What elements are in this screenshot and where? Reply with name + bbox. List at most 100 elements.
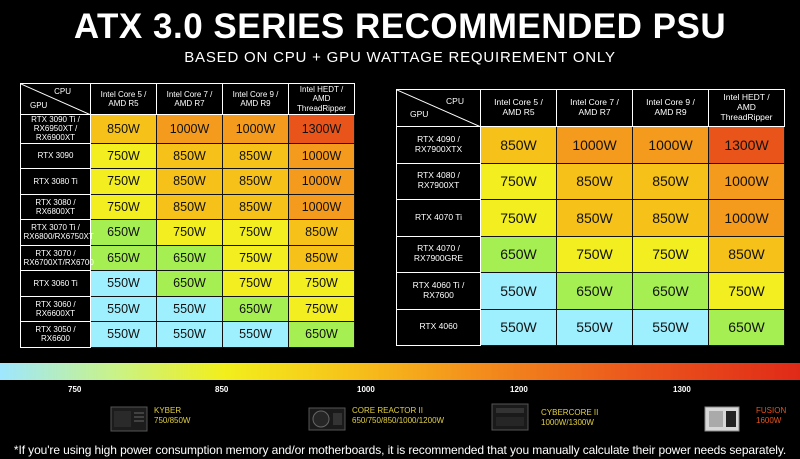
psu-wattage-cell: 850W — [480, 126, 557, 164]
table-row: RTX 3090 750W 850W 850W 1000W — [20, 142, 355, 170]
gpu-row-header: RTX 3080 Ti — [20, 168, 91, 195]
cpu-column-header: Intel HEDT / AMD ThreadRipper — [708, 89, 785, 127]
psu-wattage-cell: 750W — [708, 272, 785, 310]
table-row: RTX 4070 / RX7900GRE 650W 750W 750W 850W — [396, 235, 785, 273]
psu-wattage-cell: 750W — [632, 235, 709, 273]
psu-wattage-cell: 1000W — [288, 168, 355, 195]
psu-wattage-cell: 850W — [222, 193, 289, 221]
table-row: RTX 4090 / RX7900XTX 850W 1000W 1000W 1300W — [396, 126, 785, 164]
product-watts: 750/850W — [154, 416, 191, 425]
psu-wattage-cell: 750W — [90, 168, 157, 195]
psu-wattage-cell: 1000W — [288, 142, 355, 170]
psu-wattage-cell: 550W — [632, 308, 709, 346]
psu-wattage-cell: 550W — [156, 295, 223, 323]
product-name: CYBERCORE II — [541, 408, 599, 417]
psu-unit-icon — [489, 400, 533, 439]
gpu-row-header: RTX 3080 / RX6800XT — [20, 193, 91, 221]
psu-wattage-cell: 1000W — [708, 162, 785, 200]
psu-wattage-cell: 650W — [156, 244, 223, 272]
psu-wattage-cell: 750W — [288, 295, 355, 323]
cpu-axis-label: CPU — [446, 96, 464, 106]
cpu-column-header: Intel Core 9 / AMD R9 — [632, 89, 709, 127]
psu-unit-icon — [702, 402, 746, 441]
scale-tick-1200: 1200 — [510, 385, 528, 394]
psu-wattage-cell: 1300W — [288, 114, 355, 144]
table-row: RTX 3060 / RX6600XT 550W 550W 650W 750W — [20, 295, 355, 323]
psu-wattage-cell: 1000W — [222, 114, 289, 144]
psu-wattage-cell: 650W — [222, 295, 289, 323]
cpu-column-header: Intel HEDT / AMD ThreadRipper — [288, 83, 355, 115]
psu-wattage-cell: 750W — [90, 142, 157, 170]
gpu-row-header: RTX 4090 / RX7900XTX — [396, 126, 481, 164]
scale-tick-750: 750 — [68, 385, 82, 394]
psu-wattage-cell: 850W — [156, 193, 223, 221]
psu-wattage-cell: 750W — [90, 193, 157, 221]
psu-wattage-cell: 850W — [288, 219, 355, 246]
table-row: RTX 3060 Ti 550W 650W 750W 750W — [20, 270, 355, 297]
psu-wattage-cell: 850W — [288, 244, 355, 272]
psu-wattage-cell: 850W — [556, 199, 633, 237]
psu-wattage-cell: 750W — [222, 244, 289, 272]
scale-tick-1300: 1300 — [673, 385, 691, 394]
psu-wattage-cell: 650W — [288, 321, 355, 348]
diagonal-divider — [21, 84, 89, 114]
psu-wattage-cell: 550W — [156, 321, 223, 348]
psu-wattage-cell: 750W — [222, 270, 289, 297]
psu-wattage-cell: 850W — [222, 142, 289, 170]
psu-wattage-cell: 550W — [556, 308, 633, 346]
psu-wattage-cell: 550W — [480, 272, 557, 310]
gpu-row-header: RTX 3070 Ti / RX6800/RX6750XT — [20, 219, 94, 246]
table-row: RTX 4060 550W 550W 550W 650W — [396, 308, 785, 346]
psu-table-rtx40: CPU GPU Intel Core 5 / AMD R5 Intel Core 7 … — [396, 89, 785, 346]
psu-wattage-cell: 650W — [90, 219, 157, 246]
diagonal-divider — [397, 90, 479, 126]
psu-wattage-cell: 750W — [288, 270, 355, 297]
psu-wattage-cell: 650W — [90, 244, 157, 272]
product-name: CORE REACTOR II — [352, 406, 423, 415]
scale-tick-1000: 1000 — [357, 385, 375, 394]
cpu-column-header: Intel Core 7 / AMD R7 — [156, 83, 223, 115]
table-row: RTX 3050 / RX6600 550W 550W 550W 650W — [20, 321, 355, 348]
table-row: RTX 3090 Ti / RX6950XT / RX6900XT 850W 100… — [20, 114, 355, 144]
psu-wattage-cell: 850W — [632, 162, 709, 200]
psu-wattage-cell: 850W — [222, 168, 289, 195]
product-watts: 1600W — [756, 416, 782, 425]
cpu-column-header: Intel Core 7 / AMD R7 — [556, 89, 633, 127]
page-subtitle: BASED ON CPU + GPU WATTAGE REQUIREMENT O… — [184, 49, 616, 66]
table-row: RTX 3080 / RX6800XT 750W 850W 850W 1000W — [20, 193, 355, 221]
psu-wattage-cell: 850W — [156, 142, 223, 170]
psu-wattage-cell: 750W — [156, 219, 223, 246]
table-corner-header: CPU GPU — [20, 83, 91, 115]
footnote: *If you're using high power consumption … — [13, 443, 787, 457]
psu-wattage-cell: 1000W — [156, 114, 223, 144]
cpu-column-header: Intel Core 9 / AMD R9 — [222, 83, 289, 115]
psu-wattage-cell: 550W — [90, 270, 157, 297]
psu-wattage-cell: 650W — [632, 272, 709, 310]
product-name: FUSION — [756, 406, 787, 415]
cpu-axis-label: CPU — [54, 87, 71, 96]
psu-wattage-cell: 550W — [480, 308, 557, 346]
psu-wattage-cell: 850W — [708, 235, 785, 273]
psu-wattage-cell: 650W — [480, 235, 557, 273]
scale-tick-850: 850 — [215, 385, 229, 394]
table-row: RTX 3080 Ti 750W 850W 850W 1000W — [20, 168, 355, 195]
wattage-gradient-bar — [0, 363, 800, 380]
psu-wattage-cell: 650W — [708, 308, 785, 346]
page-title: ATX 3.0 SERIES RECOMMENDED PSU — [73, 7, 727, 46]
psu-wattage-cell: 750W — [222, 219, 289, 246]
product-watts: 650/750/850/1000/1200W — [352, 416, 445, 425]
psu-wattage-cell: 750W — [480, 199, 557, 237]
psu-wattage-cell: 850W — [90, 114, 157, 144]
table-row: RTX 3070 / RX6700XT/RX6700 650W 650W 750W 85… — [20, 244, 355, 272]
psu-wattage-cell: 550W — [222, 321, 289, 348]
gpu-axis-label: GPU — [30, 101, 48, 110]
gpu-row-header: RTX 4080 / RX7900XT — [396, 162, 481, 200]
product-watts: 1000W/1300W — [541, 418, 594, 427]
cpu-column-header: Intel Core 5 / AMD R5 — [90, 83, 157, 115]
product-name: KYBER — [154, 406, 182, 415]
table-corner-header: CPU GPU — [396, 89, 481, 127]
psu-wattage-cell: 1000W — [556, 126, 633, 164]
psu-wattage-cell: 850W — [632, 199, 709, 237]
psu-wattage-cell: 1000W — [632, 126, 709, 164]
gpu-axis-label: GPU — [410, 109, 429, 119]
